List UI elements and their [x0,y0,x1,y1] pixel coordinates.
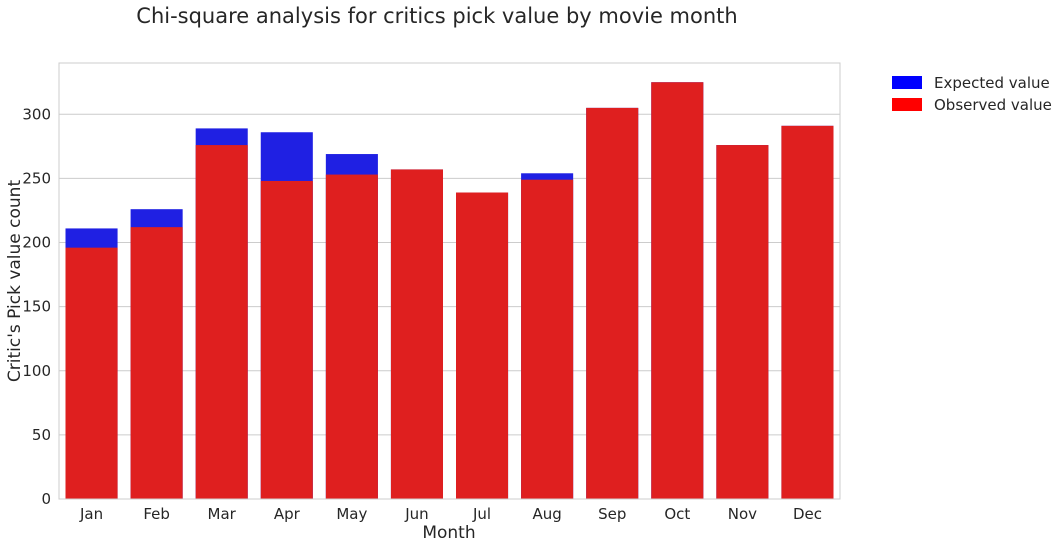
x-tick-labels: Jan Feb Mar Apr May Jun Jul Aug Sep Oct Nov Dec [79,505,822,523]
y-tick-label: 50 [32,426,51,444]
x-tick-label: Dec [793,505,822,523]
observed-bar-feb [130,227,183,499]
x-tick-label: Jan [79,505,103,523]
x-tick-label: Apr [274,505,301,523]
y-tick-label: 150 [22,298,51,316]
y-tick-label: 250 [22,169,51,187]
x-tick-label: Feb [143,505,170,523]
x-tick-label: Jun [404,505,428,523]
y-tick-label: 100 [22,362,51,380]
observed-bar-aug [521,179,574,499]
observed-bar-dec [781,125,834,499]
chart-title: Chi-square analysis for critics pick val… [136,4,737,28]
legend-swatch-expected [892,76,922,89]
x-tick-label: Sep [598,505,626,523]
legend: Expected value Observed value [892,74,1052,114]
plot-frame [58,62,841,500]
y-tick-label: 200 [22,234,51,252]
y-gridlines [59,113,840,500]
x-tick-label: Oct [664,505,690,523]
x-tick-label: Jul [472,505,491,523]
legend-label-expected: Expected value [934,74,1050,92]
observed-bar-jul [456,192,509,500]
observed-bar-jan [65,247,118,499]
x-tick-label: Aug [532,505,561,523]
y-tick-labels: 0 50 100 150 200 250 300 [22,105,51,508]
x-tick-label: Nov [728,505,757,523]
bars [65,82,834,500]
legend-swatch-observed [892,98,922,111]
y-axis-label: Critic's Pick value count [5,180,25,383]
x-axis-label: Month [422,523,475,543]
observed-bar-jun [390,169,443,499]
observed-bar-nov [716,145,769,499]
observed-bar-sep [586,107,639,499]
x-tick-label: Mar [208,505,237,523]
observed-bar-may [325,174,378,500]
x-tick-label: May [336,505,367,523]
y-tick-label: 0 [41,490,51,508]
observed-bar-apr [260,180,313,499]
observed-bar-oct [651,82,704,499]
legend-label-observed: Observed value [934,96,1052,114]
y-tick-label: 300 [22,105,51,123]
observed-bar-mar [195,145,248,499]
